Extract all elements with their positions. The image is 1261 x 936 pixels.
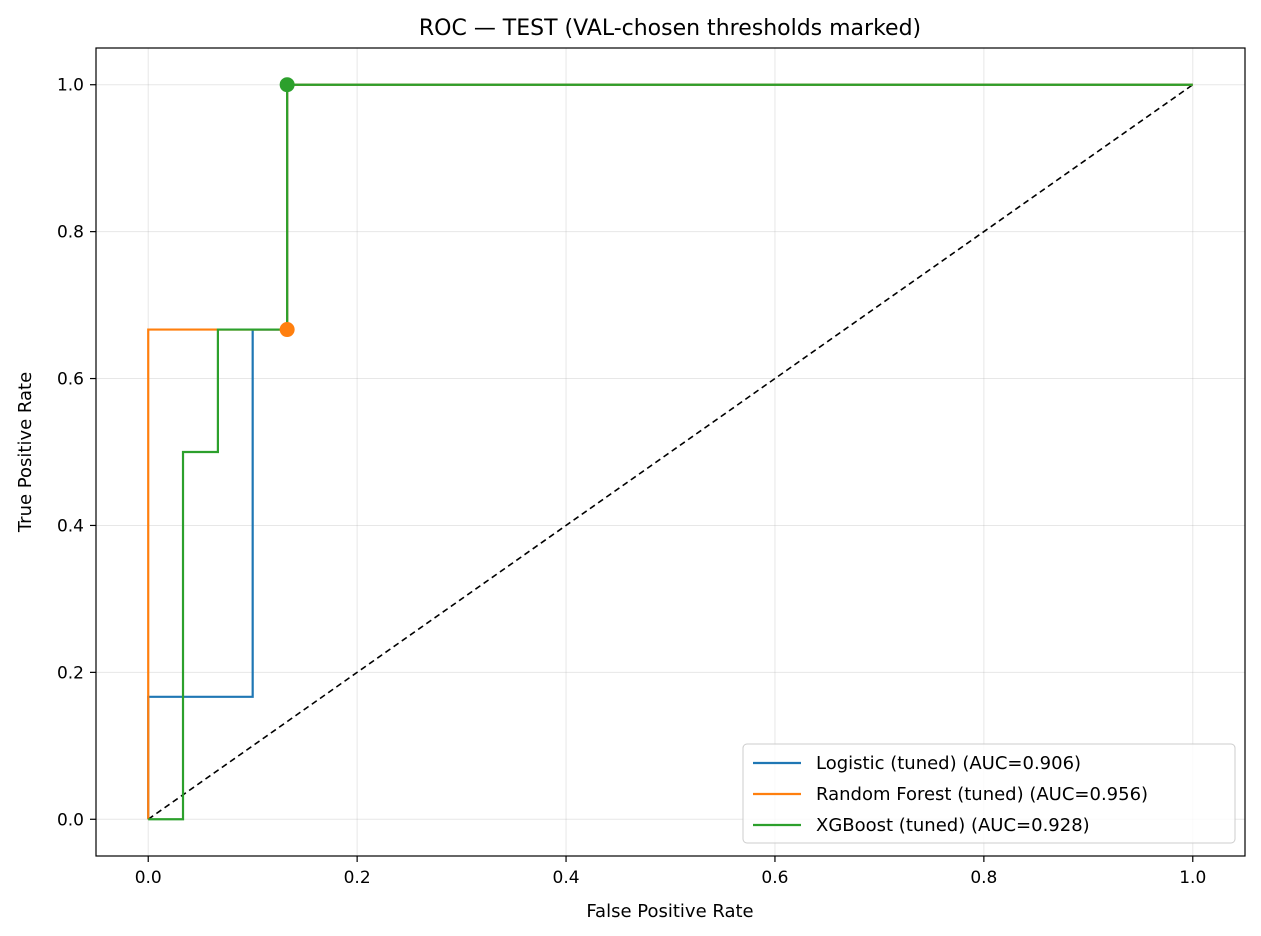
y-axis-label: True Positive Rate — [15, 372, 36, 533]
legend-box — [742, 743, 1236, 844]
y-tick-label: 0.8 — [57, 223, 84, 243]
x-tick-label: 0.4 — [553, 868, 580, 888]
x-tick-label: 0.8 — [970, 868, 997, 888]
x-tick-label: 1.0 — [1179, 868, 1206, 888]
y-tick-label: 0.6 — [57, 370, 84, 390]
legend-entry-label: Random Forest (tuned) (AUC=0.956) — [816, 784, 1148, 805]
legend-entry-label: Logistic (tuned) (AUC=0.906) — [816, 753, 1081, 774]
legend-entry-label: XGBoost (tuned) (AUC=0.928) — [816, 815, 1090, 836]
x-axis-label: False Positive Rate — [586, 901, 753, 922]
threshold-marker-2 — [279, 77, 295, 93]
chart-title: ROC — TEST (VAL-chosen thresholds marked… — [419, 16, 921, 41]
y-tick-label: 0.2 — [57, 663, 84, 683]
x-tick-label: 0.0 — [135, 868, 162, 888]
x-tick-label: 0.6 — [761, 868, 788, 888]
chance-line — [147, 84, 1194, 820]
plot-frame — [95, 47, 1246, 857]
plot-area: 0.0 0.2 0.4 0.6 0.8 1.0 0.0 0.2 0.4 0.6 0.8 1.0 Logi… — [57, 47, 1246, 888]
legend: Logistic (tuned) (AUC=0.906) Random Fores… — [742, 743, 1236, 844]
threshold-marker-1 — [279, 322, 295, 338]
y-tick-label: 0.0 — [57, 810, 84, 830]
y-tick-label: 0.4 — [57, 516, 84, 536]
roc-line-series-3 — [148, 83, 1193, 821]
x-tick-label: 0.2 — [344, 868, 371, 888]
y-tick-label: 1.0 — [57, 76, 84, 96]
